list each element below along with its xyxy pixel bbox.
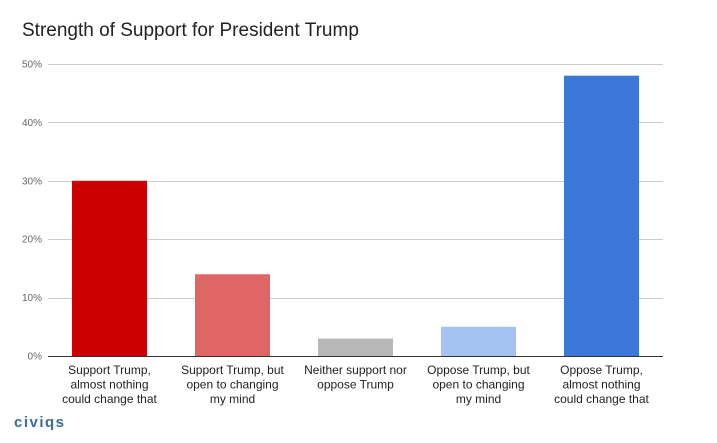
x-category-label: open to changing xyxy=(186,378,278,392)
x-category-label: oppose Trump xyxy=(317,378,394,392)
bar xyxy=(318,338,393,356)
x-category-label: almost nothing xyxy=(70,378,148,392)
y-tick-label: 40% xyxy=(22,118,42,129)
x-category-label: Neither support nor xyxy=(304,363,407,377)
x-category-label: Oppose Trump, but xyxy=(427,363,530,377)
x-category-label: could change that xyxy=(62,392,157,406)
x-category-label: open to changing xyxy=(432,378,524,392)
x-category-label: my mind xyxy=(456,392,501,406)
y-tick-label: 20% xyxy=(22,235,42,246)
x-category-label: could change that xyxy=(554,392,649,406)
bar xyxy=(72,180,147,356)
bar xyxy=(195,274,270,356)
bar xyxy=(441,326,516,356)
bar xyxy=(564,75,639,357)
y-tick-label: 0% xyxy=(28,352,43,363)
x-category-label: Support Trump, xyxy=(68,363,151,377)
y-axis-ticks: 0% 10% 20% 30% 40% 50% xyxy=(22,60,42,363)
x-category-label: Oppose Trump, xyxy=(560,363,643,377)
y-tick-label: 30% xyxy=(22,176,42,187)
y-tick-label: 10% xyxy=(22,293,42,304)
y-tick-label: 50% xyxy=(22,60,42,71)
x-category-label: almost nothing xyxy=(562,378,640,392)
chart-title: Strength of Support for President Trump xyxy=(22,20,359,41)
x-category-label: my mind xyxy=(210,392,255,406)
gridlines xyxy=(48,64,663,299)
x-category-label: Support Trump, but xyxy=(181,363,284,377)
bars xyxy=(72,75,639,357)
civiqs-logo: civiqs xyxy=(14,414,66,431)
